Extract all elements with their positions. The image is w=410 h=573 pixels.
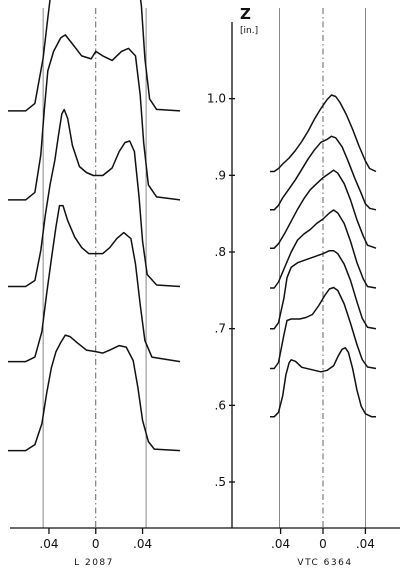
right-profile-trace-6 xyxy=(270,286,377,370)
right-caption: VTC 6364 xyxy=(297,558,352,568)
right-profile-trace-3 xyxy=(270,169,377,249)
left-profile-trace-3 xyxy=(8,108,181,288)
right-guides xyxy=(279,8,366,528)
z-tick-label: .9 xyxy=(215,168,226,182)
left-profile-trace-2 xyxy=(8,34,181,201)
left-caption: L 2087 xyxy=(74,558,114,568)
right-x-tick-label: .04 xyxy=(271,537,290,551)
right-panel xyxy=(270,8,377,528)
right-profile-trace-4 xyxy=(270,209,377,289)
left-panel xyxy=(8,0,181,528)
left-profile-trace-4 xyxy=(8,204,181,363)
left-x-tick-label: .04 xyxy=(39,537,58,551)
left-x-tick-label: .04 xyxy=(133,537,152,551)
left-profile-trace-1 xyxy=(8,0,181,112)
right-x-ticks: .04 0 .04 xyxy=(271,528,375,551)
z-tick-label: .8 xyxy=(215,245,226,259)
z-tick-label: .5 xyxy=(215,475,226,489)
left-guides xyxy=(42,8,147,528)
right-x-tick-label: .04 xyxy=(356,537,375,551)
right-x-tick-label: 0 xyxy=(319,537,327,551)
z-tick-label: .7 xyxy=(215,322,226,336)
left-x-tick-label: 0 xyxy=(92,537,100,551)
z-axis-ticks: .5 .6 .7 .8 .9 1.0 xyxy=(207,92,235,489)
right-profile-trace-2 xyxy=(270,135,377,211)
z-tick-label: .6 xyxy=(215,398,226,412)
right-profile-trace-1 xyxy=(270,94,377,173)
z-tick-label: 1.0 xyxy=(207,92,226,106)
left-traces xyxy=(8,0,181,452)
left-x-ticks: .04 0 .04 xyxy=(39,528,152,551)
right-profile-trace-5 xyxy=(270,249,377,330)
right-traces xyxy=(270,94,377,418)
right-profile-trace-7 xyxy=(270,347,376,418)
z-axis-unit: [in.] xyxy=(240,26,258,36)
left-profile-trace-5 xyxy=(8,334,181,452)
z-axis-title: Z xyxy=(240,5,251,23)
